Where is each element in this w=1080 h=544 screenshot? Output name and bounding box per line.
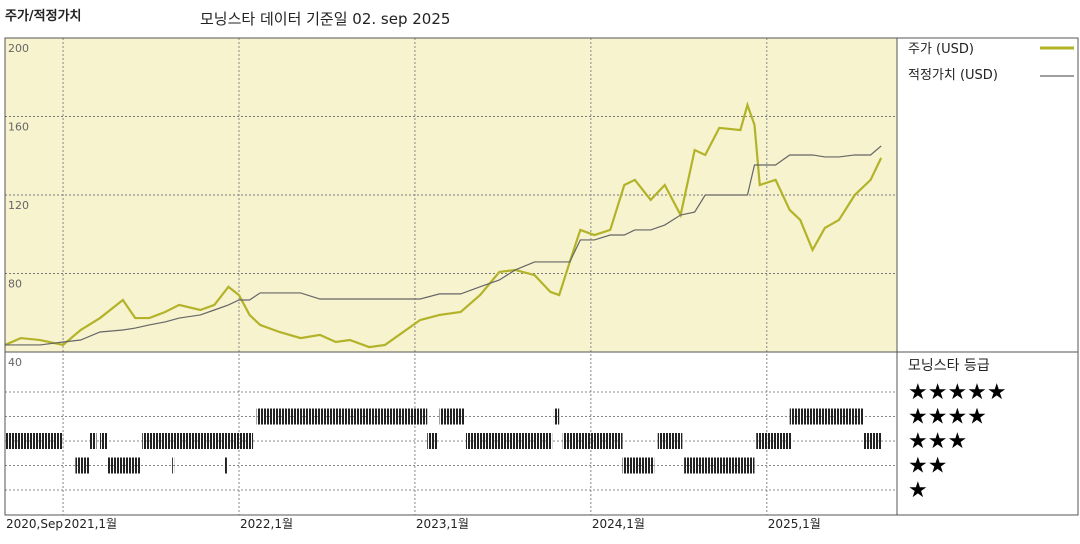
series-line: [5, 145, 882, 346]
x-tick-label: 2025,1월: [768, 517, 821, 531]
rating-segment: [256, 408, 428, 425]
rating-segment: [142, 433, 254, 449]
rating-segment: [622, 457, 655, 474]
legend-title: 모닝스타 등급: [908, 358, 990, 374]
rating-segment: [562, 433, 623, 449]
y-tick-label: 120: [8, 199, 29, 212]
legend-label: 적정가치 (USD): [908, 68, 998, 83]
x-tick-label: 2020,Sep: [6, 517, 63, 531]
chart-title: 주가/적정가치: [5, 8, 82, 24]
y-tick-label: 200: [8, 42, 29, 55]
y-tick-label: 40: [8, 356, 22, 369]
rating-segment: [172, 457, 175, 474]
rating-segment: [224, 457, 227, 474]
rating-segment: [684, 457, 755, 474]
rating-segment: [89, 433, 97, 449]
chart-subtitle: 모닝스타 데이터 기준일 02. sep 2025: [200, 10, 450, 28]
x-tick-label: 2023,1월: [416, 517, 469, 531]
rating-label: ★★★: [908, 429, 967, 454]
rating-segment: [789, 408, 864, 425]
legend-label: 주가 (USD): [908, 42, 974, 57]
x-tick-label: 2022,1월: [240, 517, 293, 531]
y-tick-label: 80: [8, 278, 22, 291]
rating-segment: [75, 457, 90, 474]
rating-segment: [863, 433, 882, 449]
x-tick-label: 2024,1월: [592, 517, 645, 531]
rating-segment: [5, 433, 64, 449]
rating-segment: [439, 408, 465, 425]
frame: [4, 37, 1079, 516]
rating-segment: [107, 457, 141, 474]
rating-label: ★★: [908, 454, 947, 479]
rating-segment: [657, 433, 683, 449]
series-line: [4, 101, 883, 349]
rating-label: ★★★★: [908, 405, 987, 430]
rating-segment: [756, 433, 792, 449]
rating-label: ★: [908, 478, 928, 503]
rating-segment: [553, 408, 560, 425]
rating-segment: [100, 433, 108, 449]
x-tick-label: 2021,1월: [64, 517, 117, 531]
y-tick-label: 160: [8, 121, 29, 134]
rating-segment: [465, 433, 553, 449]
rating-segment: [427, 433, 438, 449]
rating-label: ★★★★★: [908, 380, 1007, 405]
